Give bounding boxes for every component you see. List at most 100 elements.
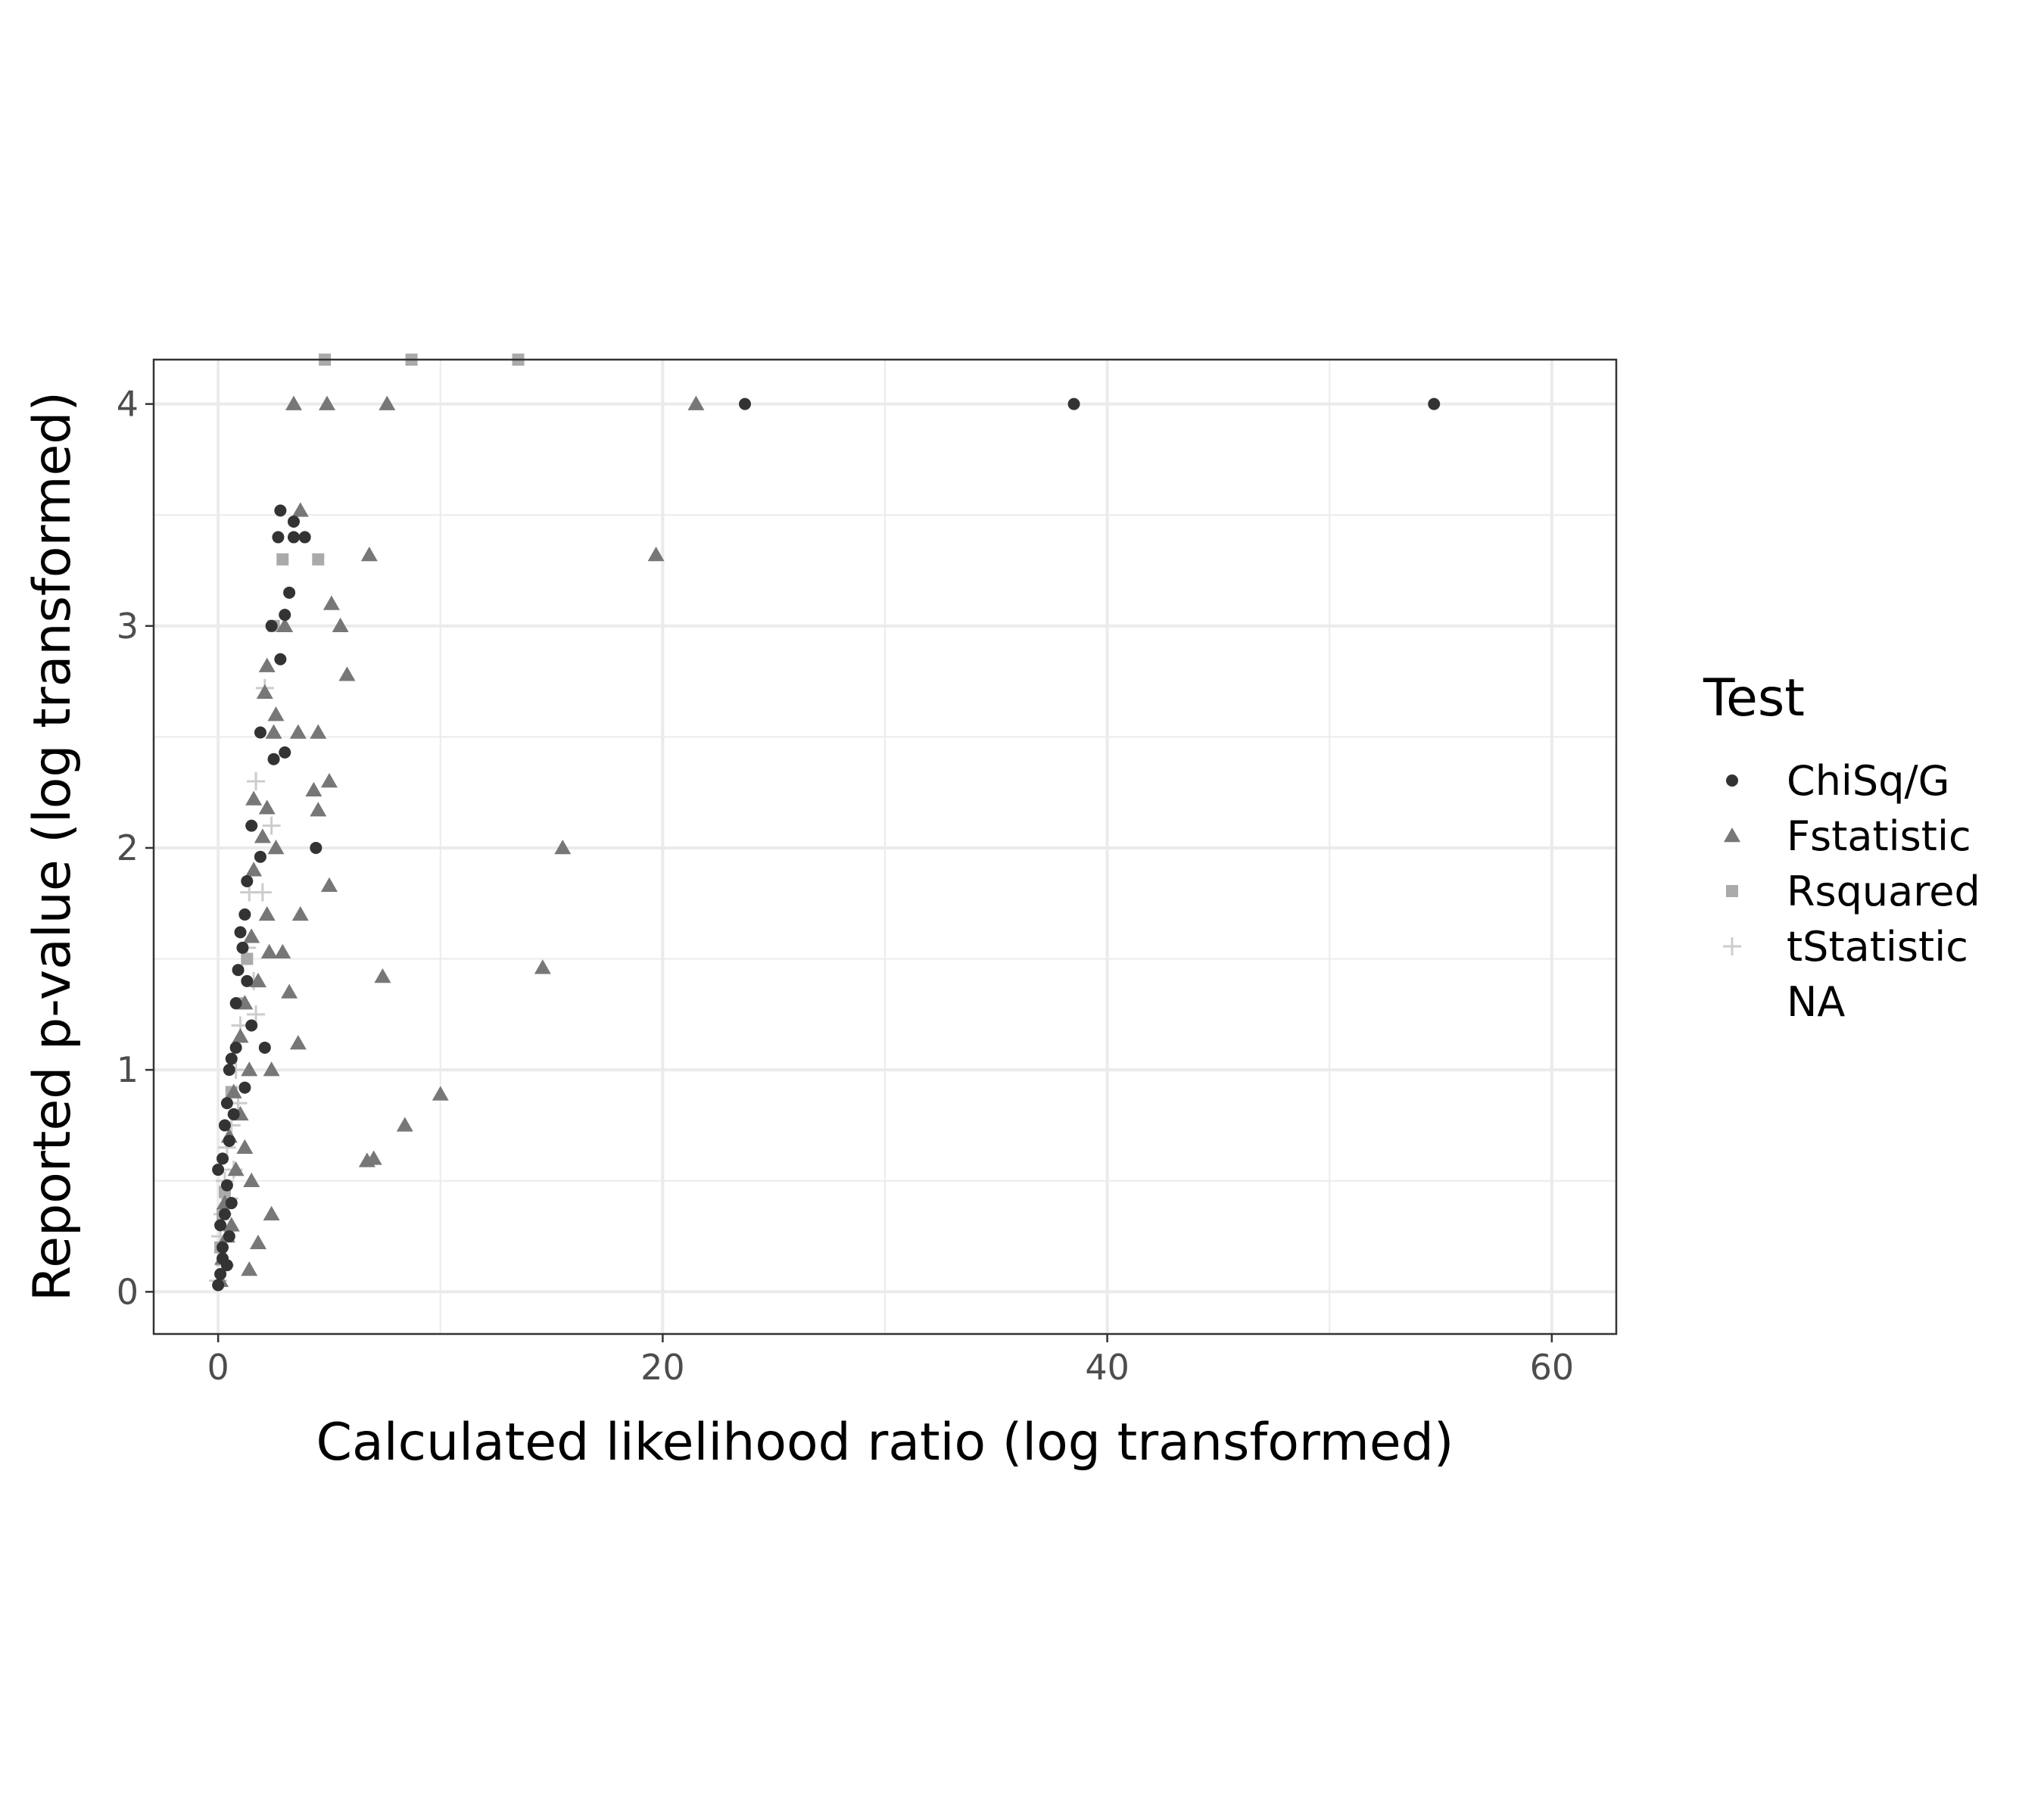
data-point — [267, 706, 285, 722]
data-point — [218, 1208, 231, 1220]
data-point — [374, 968, 391, 983]
data-point — [217, 1241, 229, 1254]
data-point — [739, 397, 752, 410]
data-point — [212, 1279, 225, 1292]
data-point — [287, 531, 300, 544]
data-point — [298, 531, 311, 544]
x-tick-label: 60 — [1530, 1347, 1575, 1388]
x-axis-title: Calculated likelihood ratio (log transfo… — [316, 1413, 1454, 1473]
y-tick-label: 2 — [117, 827, 139, 868]
data-point — [267, 753, 280, 765]
data-point — [320, 877, 338, 893]
data-point — [265, 619, 278, 632]
data-point — [212, 1164, 225, 1177]
data-point — [253, 883, 272, 902]
legend-label: Rsquared — [1787, 868, 1980, 915]
data-point — [310, 841, 322, 854]
legend-key — [1723, 937, 1741, 955]
data-point — [360, 546, 378, 562]
data-point — [332, 617, 349, 633]
data-point — [245, 790, 263, 806]
data-point — [234, 926, 247, 939]
data-point — [281, 983, 298, 999]
data-point — [245, 862, 263, 877]
y-tick-label: 4 — [117, 384, 139, 425]
data-point — [291, 905, 309, 921]
data-point — [236, 1139, 254, 1154]
data-point — [214, 1267, 227, 1280]
data-point — [229, 1041, 242, 1054]
y-tick-label: 1 — [117, 1049, 139, 1090]
data-point — [214, 1219, 227, 1232]
data-point — [223, 1134, 235, 1147]
data-point — [287, 516, 300, 528]
data-point — [232, 1028, 249, 1043]
data-point — [322, 595, 340, 610]
data-point — [338, 666, 356, 681]
data-point — [285, 395, 302, 410]
data-point — [220, 1179, 233, 1192]
legend-entry: Rsquared — [1726, 868, 1980, 915]
data-point — [243, 928, 260, 943]
series-fstatistic — [212, 395, 705, 1287]
data-point — [250, 972, 266, 988]
data-point — [432, 1086, 449, 1101]
data-point — [220, 1097, 233, 1110]
data-point — [225, 1052, 238, 1065]
data-point — [379, 395, 396, 410]
data-point — [267, 839, 285, 855]
data-point — [223, 1064, 235, 1077]
legend-title: Test — [1703, 669, 1805, 728]
x-tick-label: 0 — [207, 1347, 229, 1388]
data-point — [263, 1061, 280, 1077]
data-point — [254, 850, 266, 863]
data-point — [241, 874, 254, 887]
data-point — [217, 1152, 229, 1165]
legend-entry: Fstatistic — [1724, 812, 1971, 860]
data-point — [243, 1172, 260, 1187]
data-point — [396, 1117, 413, 1132]
data-point — [227, 1108, 240, 1120]
data-point — [312, 553, 325, 566]
data-point — [274, 653, 287, 665]
legend-entry: NA — [1787, 978, 1845, 1026]
legend: Test ChiSq/G Fstatistic Rsquared tStatistic… — [1703, 669, 1980, 1026]
data-point — [274, 504, 287, 517]
legend-key — [1726, 774, 1738, 787]
data-point — [310, 802, 327, 817]
data-point — [260, 943, 278, 959]
y-tick-label: 3 — [117, 606, 139, 647]
data-point — [236, 941, 249, 954]
data-point — [225, 1083, 242, 1099]
data-point — [247, 772, 266, 791]
y-axis-title: Reported p-value (log transformed) — [23, 391, 83, 1301]
data-point — [218, 1119, 231, 1132]
legend-key — [1724, 827, 1740, 843]
data-point — [227, 1161, 245, 1177]
data-point — [272, 531, 285, 544]
legend-entry: tStatistic — [1723, 923, 1968, 971]
data-point — [258, 1041, 271, 1054]
legend-label: tStatistic — [1787, 923, 1968, 971]
data-point — [247, 1005, 266, 1024]
data-point — [238, 1081, 251, 1094]
data-point — [1067, 397, 1080, 410]
legend-label: ChiSq/G — [1787, 757, 1950, 805]
legend-label: NA — [1787, 978, 1845, 1026]
panel-border — [152, 358, 1618, 1335]
data-point — [241, 952, 254, 965]
data-point — [289, 1034, 307, 1050]
data-point — [232, 964, 245, 977]
data-point — [319, 395, 336, 410]
data-point — [263, 1205, 280, 1220]
data-point — [225, 1197, 238, 1210]
data-point — [258, 799, 276, 815]
data-point — [254, 828, 271, 843]
data-point — [245, 1019, 258, 1032]
data-points — [209, 354, 1441, 1292]
data-point — [217, 1252, 229, 1265]
data-point — [241, 974, 254, 987]
data-point — [279, 609, 291, 622]
data-point — [279, 746, 291, 759]
data-point — [274, 943, 291, 959]
